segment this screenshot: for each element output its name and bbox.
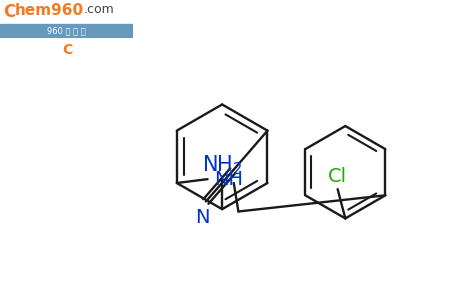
Text: NH$_2$: NH$_2$ (202, 153, 243, 177)
Text: N: N (195, 208, 210, 227)
Text: C: C (63, 43, 73, 57)
Bar (0, 24, 133, 38)
Text: C: C (3, 3, 15, 21)
Text: hem960: hem960 (15, 3, 84, 18)
Text: NH: NH (214, 170, 243, 189)
Text: Cl: Cl (328, 167, 347, 186)
Text: 960 化 工 网: 960 化 工 网 (47, 27, 86, 36)
Text: .com: .com (83, 3, 114, 16)
